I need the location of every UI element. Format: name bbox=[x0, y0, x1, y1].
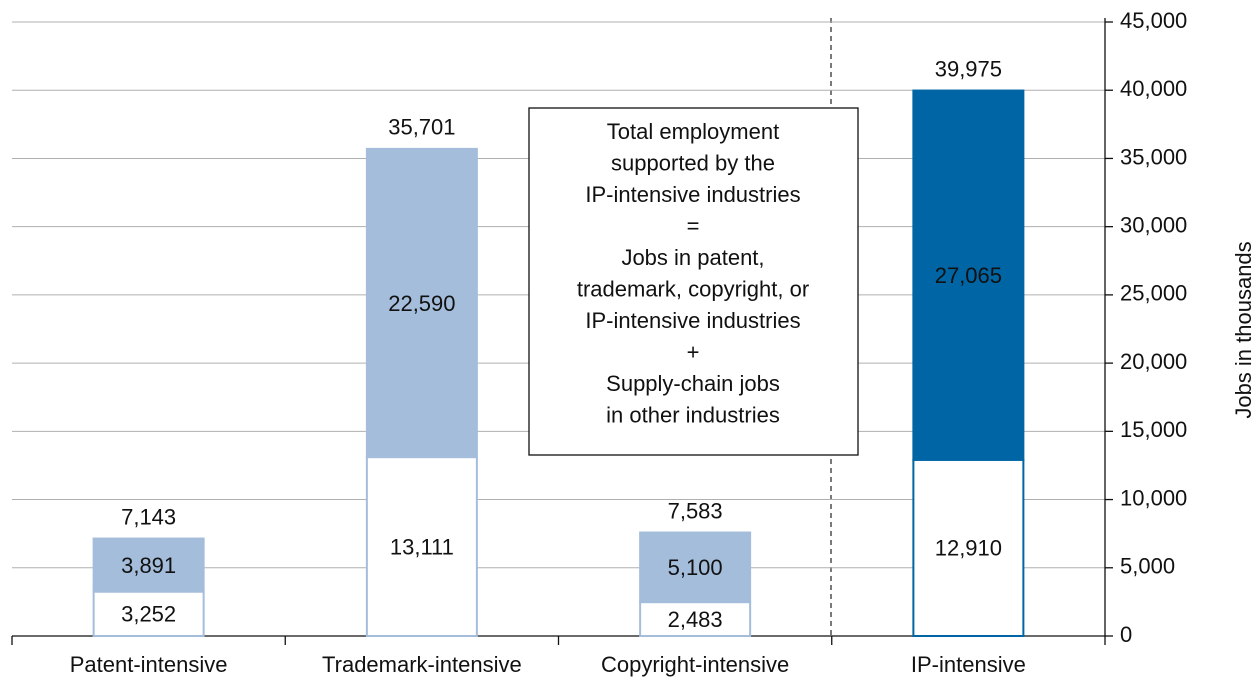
annotation-line: IP-intensive industries bbox=[585, 182, 800, 207]
annotation-line: + bbox=[687, 339, 700, 364]
annotation-line: supported by the bbox=[611, 150, 775, 175]
x-tick-label: IP-intensive bbox=[911, 652, 1026, 677]
bar-segment bbox=[365, 456, 478, 638]
value-label: 2,483 bbox=[668, 607, 723, 632]
total-label: 7,583 bbox=[668, 498, 723, 523]
bar-segment bbox=[912, 458, 1025, 637]
y-tick-label: 25,000 bbox=[1120, 281, 1187, 306]
value-label: 13,111 bbox=[390, 534, 454, 559]
value-label: 3,891 bbox=[121, 553, 176, 578]
y-axis-label: Jobs in thousands bbox=[1231, 241, 1256, 418]
annotation-line: in other industries bbox=[606, 402, 780, 427]
bar-segment bbox=[365, 147, 478, 459]
total-label: 7,143 bbox=[121, 504, 176, 529]
value-label: 3,252 bbox=[121, 602, 176, 627]
y-tick-label: 45,000 bbox=[1120, 8, 1187, 33]
bar-segment bbox=[639, 531, 752, 604]
y-tick-label: 40,000 bbox=[1120, 76, 1187, 101]
y-tick-label: 5,000 bbox=[1120, 554, 1175, 579]
bar-segment bbox=[92, 590, 205, 638]
y-tick-label: 35,000 bbox=[1120, 144, 1187, 169]
x-tick-label: Trademark-intensive bbox=[322, 652, 522, 677]
annotation-line: trademark, copyright, or bbox=[577, 276, 809, 301]
y-tick-label: 20,000 bbox=[1120, 349, 1187, 374]
bar-segment bbox=[639, 601, 752, 638]
x-tick-label: Patent-intensive bbox=[70, 652, 228, 677]
annotation-line: Total employment bbox=[607, 119, 779, 144]
y-tick-label: 10,000 bbox=[1120, 485, 1187, 510]
value-label: 27,065 bbox=[935, 263, 1002, 288]
y-tick-label: 0 bbox=[1120, 622, 1132, 647]
value-label: 22,590 bbox=[388, 291, 455, 316]
annotation-line: Supply-chain jobs bbox=[606, 371, 780, 396]
y-tick-label: 30,000 bbox=[1120, 212, 1187, 237]
bar-segment bbox=[912, 89, 1025, 461]
value-label: 12,910 bbox=[935, 536, 1002, 561]
annotation-box bbox=[528, 107, 859, 456]
value-label: 5,100 bbox=[668, 555, 723, 580]
annotation-line: = bbox=[687, 213, 700, 238]
y-tick-label: 15,000 bbox=[1120, 417, 1187, 442]
x-tick-label: Copyright-intensive bbox=[601, 652, 789, 677]
bar-segment bbox=[92, 537, 205, 593]
total-label: 39,975 bbox=[935, 56, 1002, 81]
annotation-line: Jobs in patent, bbox=[621, 245, 764, 270]
annotation-line: IP-intensive industries bbox=[585, 308, 800, 333]
total-label: 35,701 bbox=[388, 115, 455, 140]
